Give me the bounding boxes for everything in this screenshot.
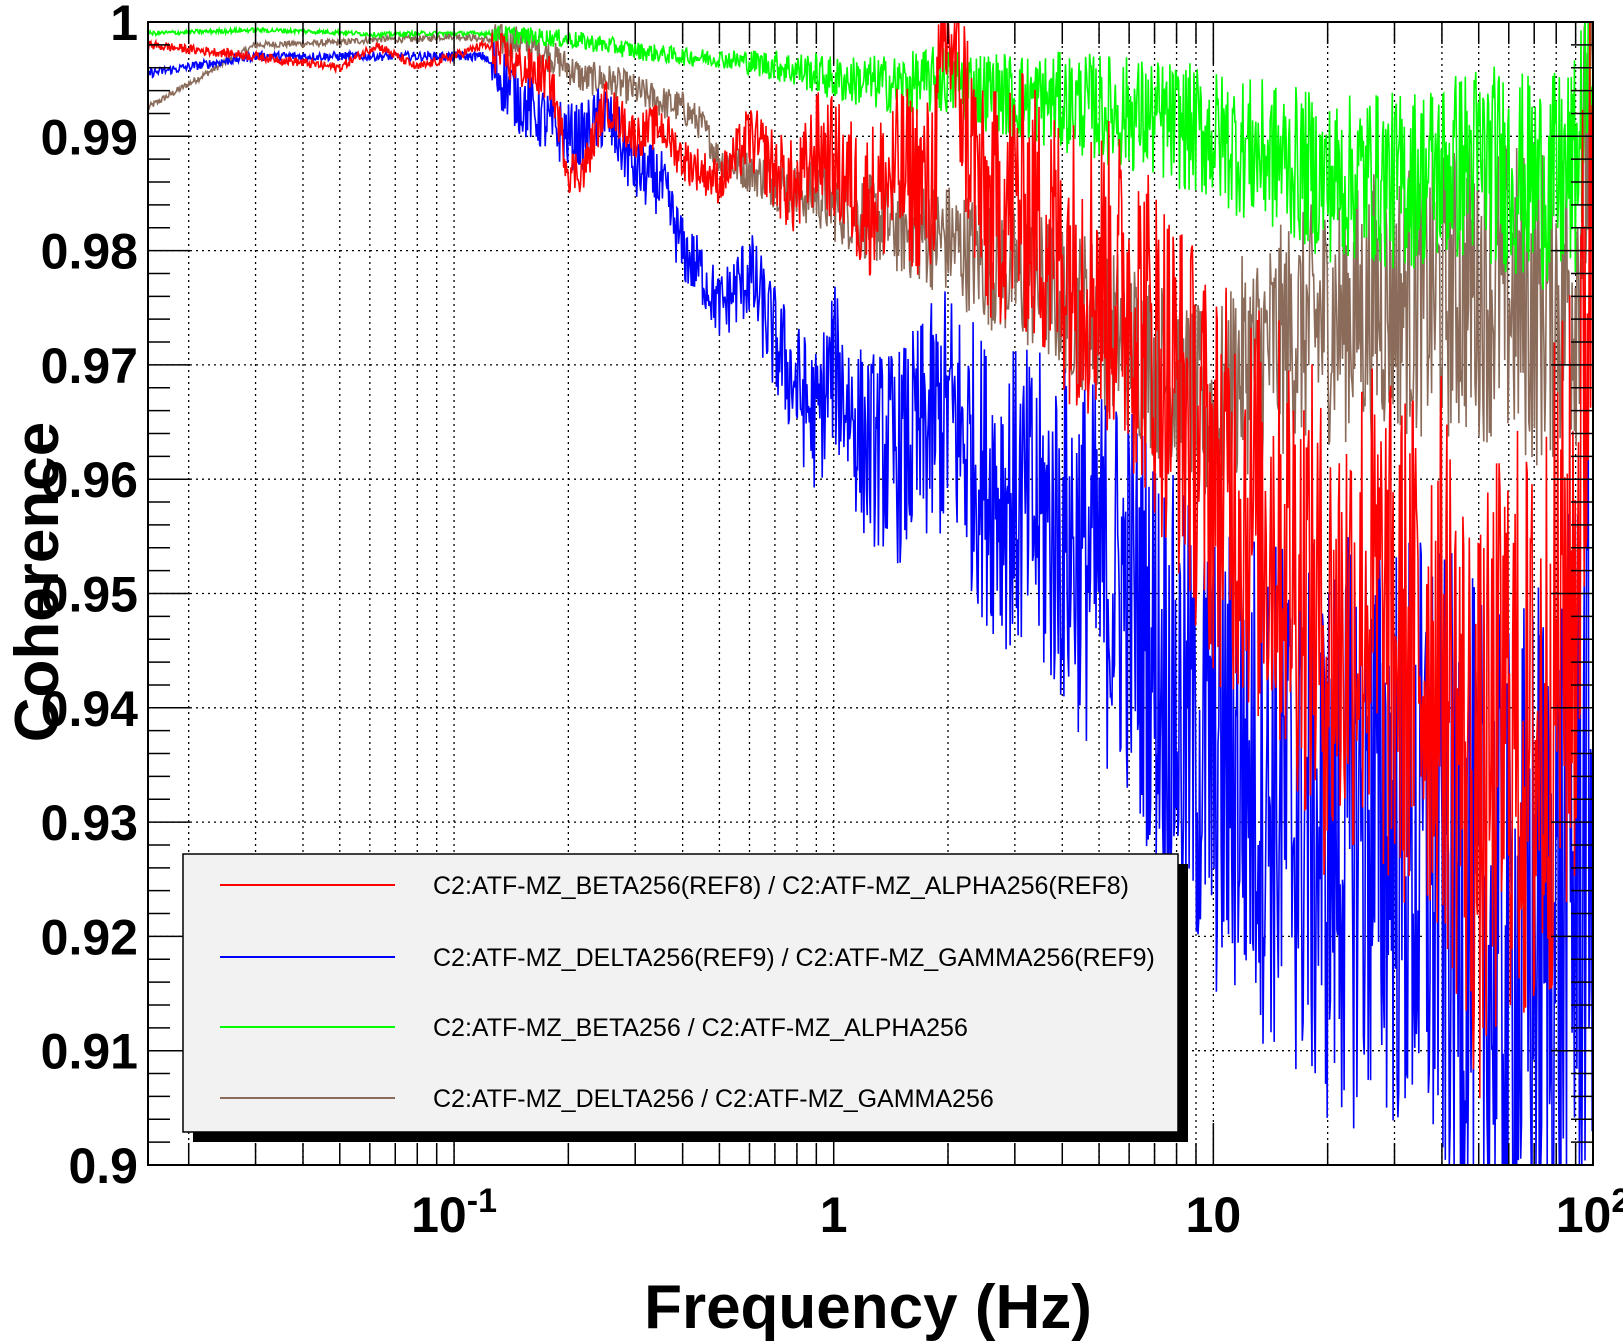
legend-label: C2:ATF-MZ_BETA256(REF8) / C2:ATF-MZ_ALPH… (433, 872, 1129, 900)
y-tick-label: 0.96 (41, 452, 138, 508)
y-tick-label: 0.97 (41, 338, 138, 394)
x-tick-label: 102 (1556, 1182, 1623, 1243)
legend-box (182, 853, 1179, 1133)
y-tick-label: 0.9 (68, 1138, 138, 1194)
x-tick-labels: 10-1 1 10 102 (411, 1182, 1623, 1243)
axis-ticks (148, 21, 1594, 1166)
y-tick-labels: 1 0.99 0.98 0.97 0.96 0.95 0.94 0.93 0.92 0.91 0.9 (41, 0, 139, 1194)
y-tick-label: 0.95 (41, 567, 138, 623)
legend: C2:ATF-MZ_BETA256(REF8) / C2:ATF-MZ_ALPH… (182, 853, 1188, 1142)
y-tick-label: 0.99 (41, 109, 138, 165)
x-tick-label: 10 (1186, 1187, 1242, 1243)
y-tick-label: 0.93 (41, 795, 138, 851)
series-line (147, 21, 1594, 290)
x-tick-label: 10-1 (411, 1182, 497, 1243)
y-tick-label: 0.92 (41, 909, 138, 965)
legend-label: C2:ATF-MZ_BETA256 / C2:ATF-MZ_ALPHA256 (433, 1014, 968, 1042)
y-tick-label: 0.98 (41, 224, 138, 280)
y-tick-label: 0.94 (41, 681, 139, 737)
series-line (146, 21, 1594, 1099)
x-tick-label: 1 (820, 1187, 848, 1243)
plot-series (146, 21, 1594, 1166)
legend-label: C2:ATF-MZ_DELTA256(REF9) / C2:ATF-MZ_GAM… (433, 944, 1155, 972)
y-tick-label: 1 (110, 0, 138, 51)
legend-label: C2:ATF-MZ_DELTA256 / C2:ATF-MZ_GAMMA256 (433, 1085, 994, 1113)
y-tick-label: 0.91 (41, 1024, 138, 1080)
y-axis-title: Coherence (3, 422, 72, 742)
x-axis-title: Frequency (Hz) (644, 1273, 1092, 1342)
